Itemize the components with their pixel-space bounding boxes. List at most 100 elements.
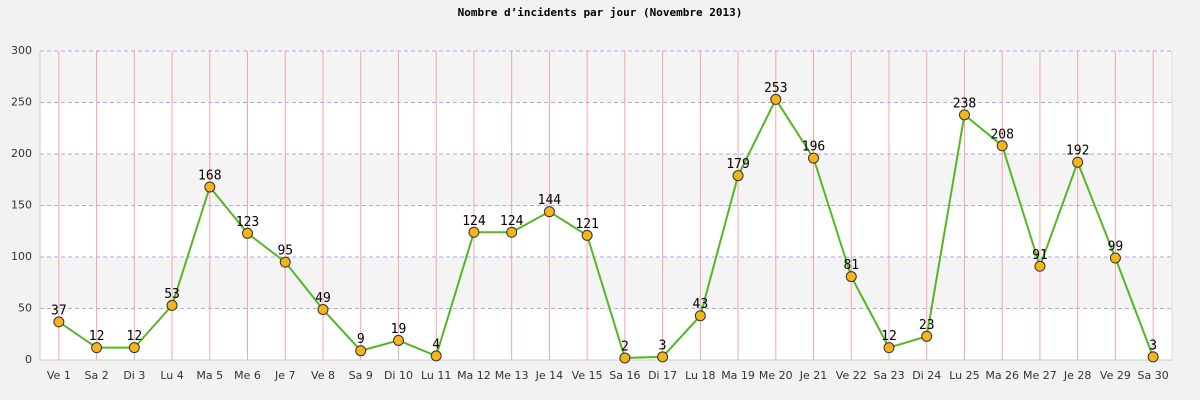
y-tick-label: 0 [25, 353, 32, 366]
x-tick-label: Ve 1 [47, 369, 71, 382]
x-tick-label: Je 7 [274, 369, 296, 382]
point-marker [1034, 260, 1046, 272]
value-label: 53 [164, 287, 180, 302]
point-marker [242, 227, 254, 239]
value-label: 49 [315, 291, 331, 306]
plot-band [40, 205, 1172, 257]
y-tick-label: 150 [11, 199, 32, 212]
x-tick-label: Ve 22 [836, 369, 867, 382]
value-label: 37 [51, 303, 67, 318]
point-marker [1109, 252, 1121, 264]
x-tick-label: Ve 29 [1100, 369, 1131, 382]
x-tick-label: Lu 11 [421, 369, 451, 382]
point-marker [958, 109, 970, 121]
value-label: 2 [621, 339, 629, 354]
x-tick-label: Di 3 [123, 369, 145, 382]
value-label: 23 [919, 318, 935, 333]
point-marker [1072, 156, 1084, 168]
value-label: 91 [1032, 248, 1048, 263]
point-marker [1147, 351, 1159, 363]
x-tick-label: Di 17 [648, 369, 677, 382]
point-marker [128, 342, 140, 354]
x-tick-label: Sa 30 [1138, 369, 1169, 382]
point-marker [808, 152, 820, 164]
point-marker [355, 345, 367, 357]
point-marker [619, 352, 631, 364]
point-marker [317, 304, 329, 316]
point-marker [770, 93, 782, 105]
point-marker [732, 170, 744, 182]
x-tick-label: Sa 23 [873, 369, 904, 382]
x-tick-label: Lu 18 [685, 369, 715, 382]
value-label: 179 [726, 157, 749, 172]
y-tick-label: 300 [11, 44, 32, 57]
value-label: 124 [462, 214, 486, 229]
plot-band [40, 51, 1172, 103]
x-tick-label: Di 10 [384, 369, 413, 382]
x-tick-label: Je 21 [799, 369, 828, 382]
value-label: 144 [538, 193, 562, 208]
value-label: 124 [500, 214, 524, 229]
x-tick-label: Lu 25 [949, 369, 979, 382]
point-marker [279, 256, 291, 268]
y-tick-label: 250 [11, 96, 32, 109]
value-label: 12 [89, 329, 105, 344]
plot-band [40, 308, 1172, 360]
point-marker [581, 229, 593, 241]
plot-band [40, 154, 1172, 206]
x-tick-label: Me 20 [759, 369, 793, 382]
x-tick-label: Ma 26 [985, 369, 1019, 382]
point-marker [543, 206, 555, 218]
value-label: 9 [357, 332, 365, 347]
x-tick-label: Lu 4 [160, 369, 183, 382]
y-tick-label: 200 [11, 147, 32, 160]
point-marker [694, 310, 706, 322]
x-tick-label: Sa 2 [84, 369, 108, 382]
point-marker [53, 316, 65, 328]
y-tick-label: 50 [18, 302, 32, 315]
point-marker [996, 140, 1008, 152]
x-tick-label: Ma 5 [196, 369, 223, 382]
value-label: 123 [236, 215, 259, 230]
point-marker [91, 342, 103, 354]
value-label: 208 [990, 127, 1013, 142]
x-tick-label: Sa 16 [609, 369, 640, 382]
value-label: 12 [881, 329, 897, 344]
chart-title: Nombre d’incidents par jour (Novembre 20… [458, 6, 743, 19]
value-label: 43 [693, 297, 709, 312]
value-label: 196 [802, 140, 825, 155]
series-line [58, 97, 1155, 359]
x-tick-label: Me 13 [495, 369, 529, 382]
point-marker [204, 181, 216, 193]
point-marker [657, 351, 669, 363]
x-tick-label: Me 27 [1023, 369, 1057, 382]
value-label: 19 [391, 322, 407, 337]
x-tick-label: Je 14 [535, 369, 564, 382]
value-label: 253 [764, 81, 787, 96]
x-tick-label: Me 6 [234, 369, 261, 382]
point-marker [506, 226, 518, 238]
x-tick-label: Ma 19 [721, 369, 755, 382]
point-marker [166, 299, 178, 311]
x-tick-label: Di 24 [912, 369, 941, 382]
x-tick-label: Je 28 [1063, 369, 1092, 382]
point-marker [883, 342, 895, 354]
x-tick-label: Ma 12 [457, 369, 491, 382]
point-marker [392, 334, 404, 346]
value-label: 238 [953, 96, 976, 111]
value-label: 95 [277, 244, 293, 259]
x-tick-label: Ve 8 [311, 369, 335, 382]
value-label: 81 [843, 258, 859, 273]
point-marker [921, 330, 933, 342]
point-marker [430, 350, 442, 362]
value-label: 3 [1149, 338, 1157, 353]
value-label: 12 [127, 329, 143, 344]
plot-band [40, 102, 1172, 154]
value-label: 121 [575, 217, 598, 232]
y-tick-label: 100 [11, 250, 32, 263]
value-label: 192 [1066, 144, 1089, 159]
value-label: 4 [432, 337, 440, 352]
value-label: 99 [1108, 240, 1124, 255]
